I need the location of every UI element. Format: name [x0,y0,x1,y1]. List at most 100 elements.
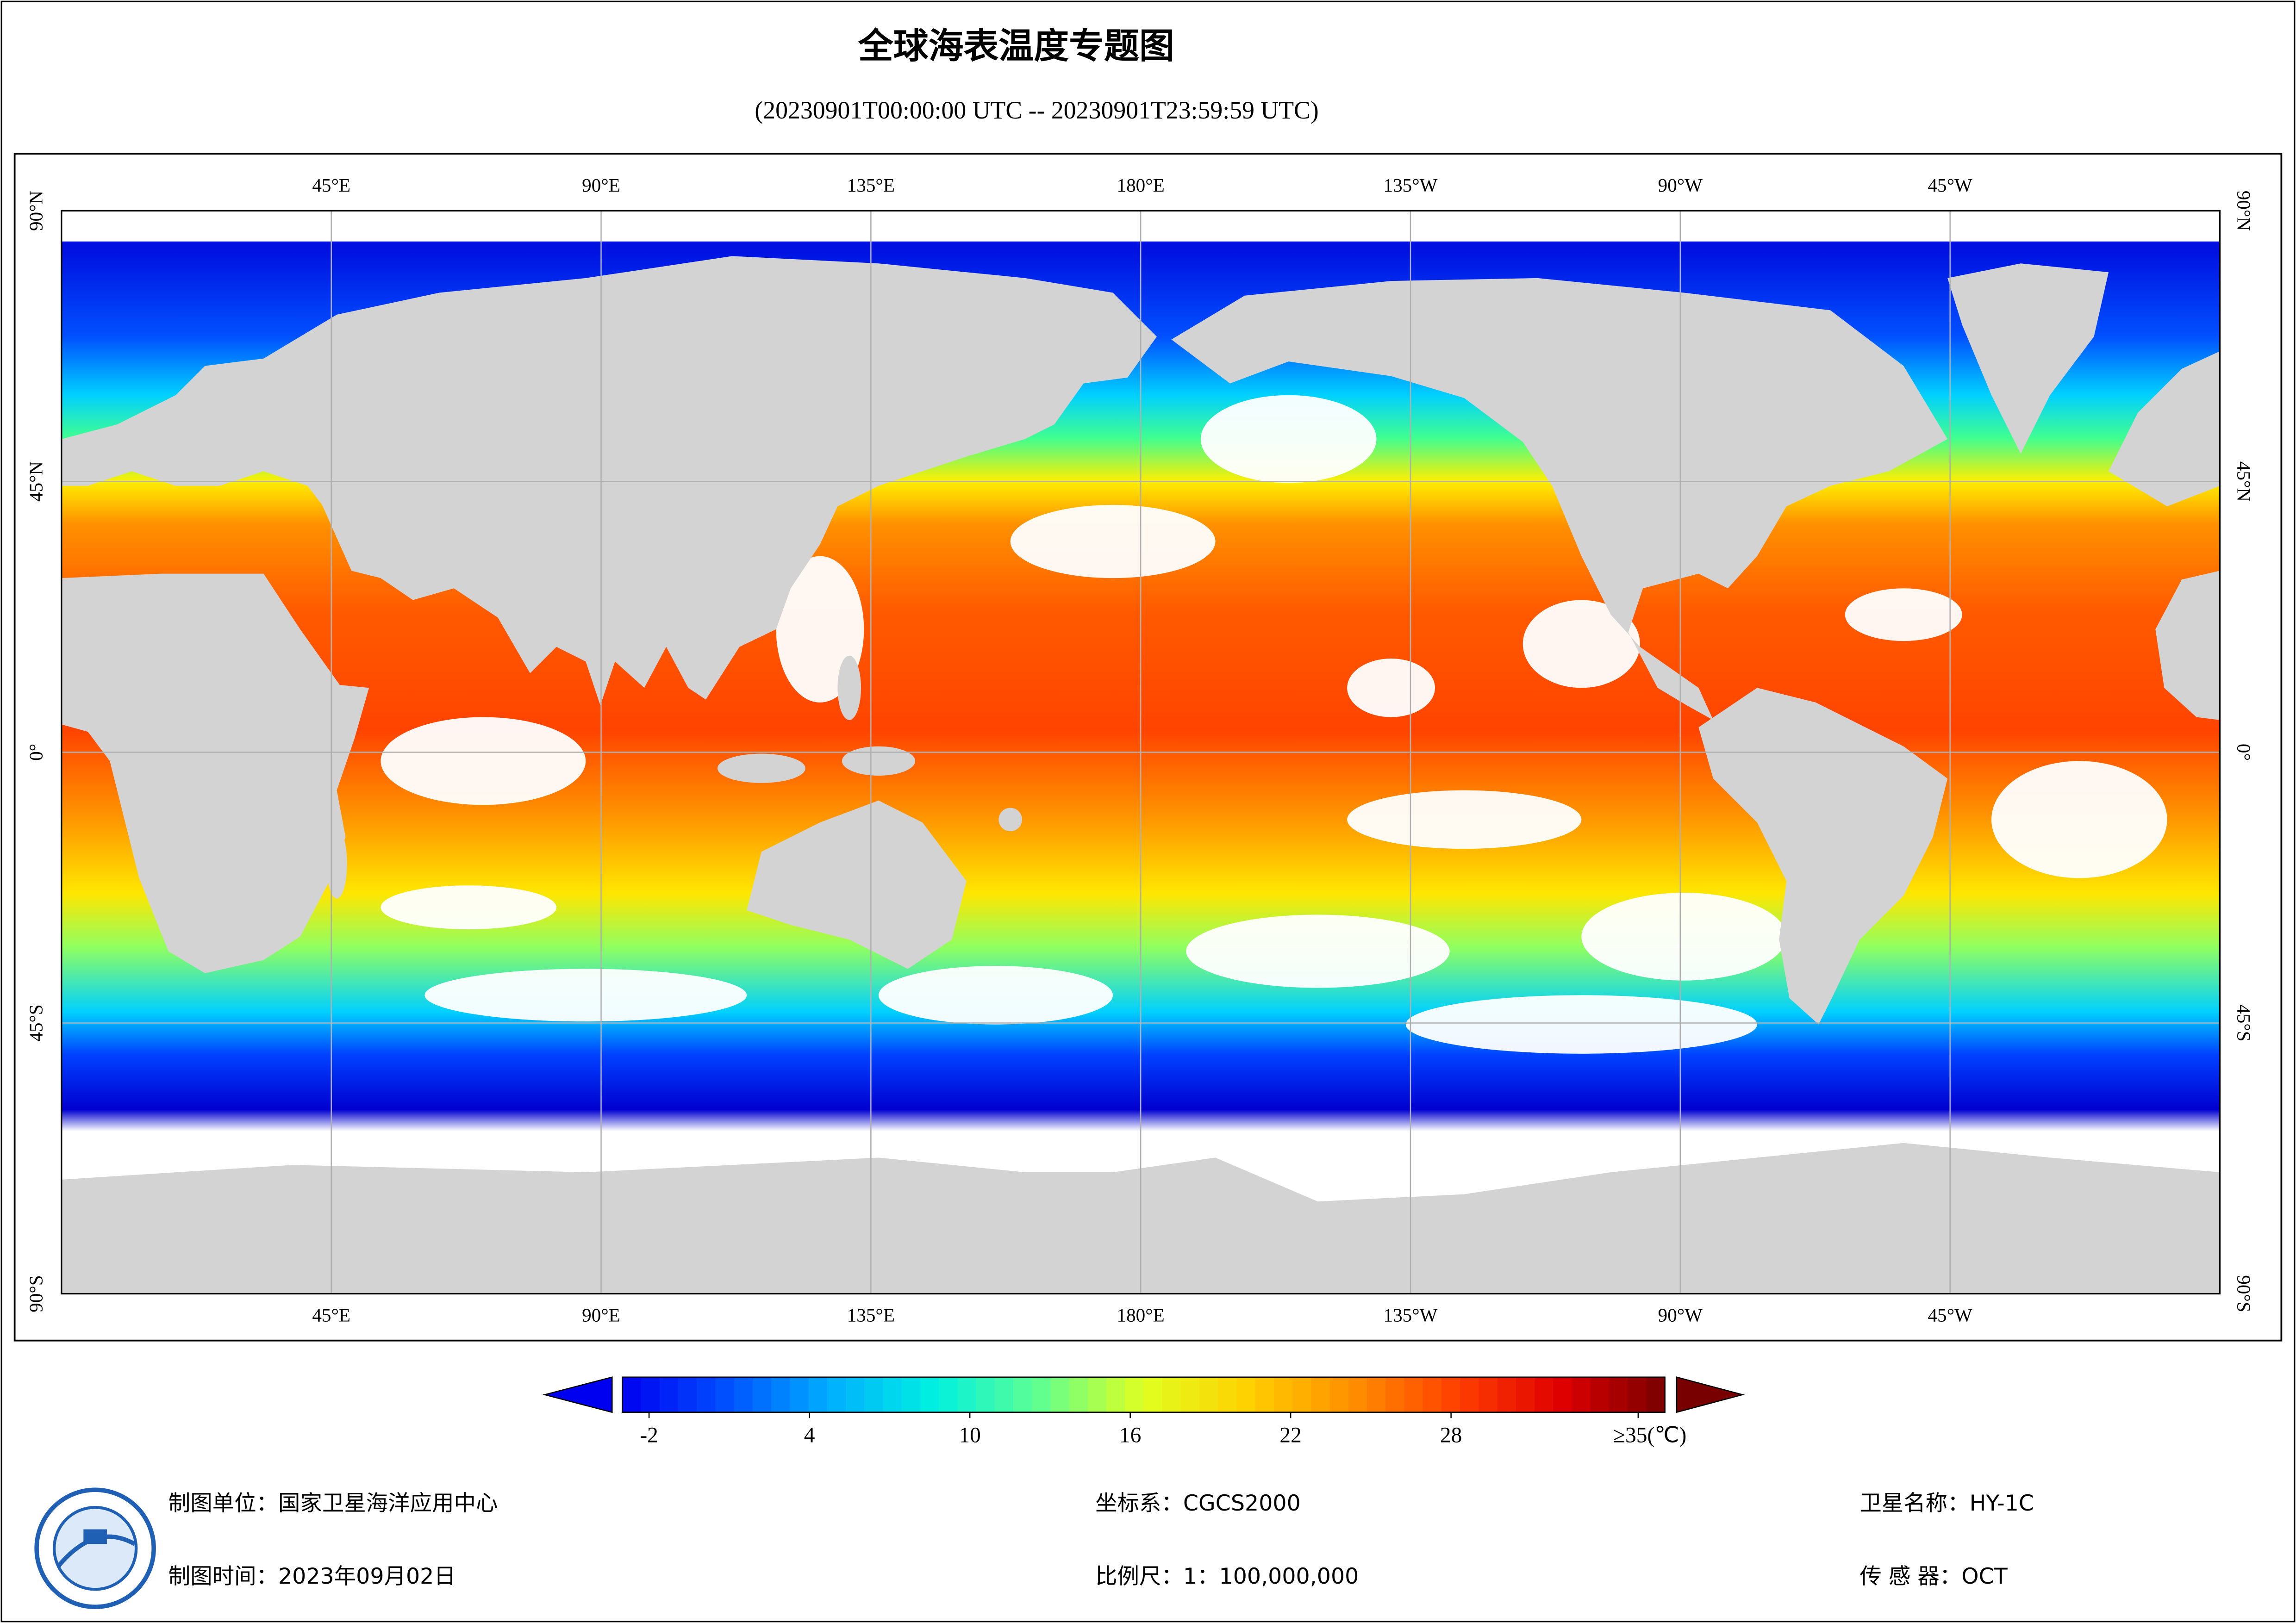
cloud [381,717,586,805]
colorbar-step [1479,1377,1498,1412]
colorbar-step [1628,1377,1647,1412]
map-unit: 制图单位：国家卫星海洋应用中心 [168,1491,498,1516]
colorbar-step [1329,1377,1349,1412]
colorbar-step [1385,1377,1405,1412]
lon-label-top: 90°E [582,174,620,196]
colorbar-step [1125,1377,1144,1412]
colorbar-step [1274,1377,1293,1412]
landmass [1171,278,1948,720]
colorbar-step [1180,1377,1200,1412]
landmass [2155,571,2220,720]
landmass [61,256,1157,706]
cloud [1010,504,1216,578]
landmass [747,800,967,969]
colorbar-step [1255,1377,1274,1412]
sensor: 传 感 器：OCT [1859,1564,2008,1589]
colorbar-step [771,1377,791,1412]
landmass [2109,351,2220,507]
cloud [381,885,557,930]
lon-label-top: 180°E [1117,174,1165,196]
graticule-labels: 45°E 45°E 90°E 90°E 135°E 135°E 180°E 180°E 135°… [25,174,2255,1325]
colorbar-step [1441,1377,1461,1412]
cloud [1845,588,1962,641]
colorbar-label: -2 [640,1423,658,1447]
lon-label-bottom: 90°E [582,1305,620,1326]
cloud [1405,995,1757,1054]
cloud [1522,600,1640,688]
colorbar: -2 4 10 16 22 28 ≥35(℃) [542,1376,1745,1447]
colorbar-step [1106,1377,1126,1412]
colorbar-label: 22 [1279,1423,1301,1447]
colorbar-step [957,1377,977,1412]
cloud [1347,659,1435,717]
colorbar-step [827,1377,846,1412]
colorbar-step [659,1377,679,1412]
colorbar-under [542,1376,613,1413]
colorbar-step [1069,1377,1088,1412]
lat-label-right: 90°S [2234,1275,2255,1312]
colorbar-step [1553,1377,1572,1412]
colorbar-step [678,1377,698,1412]
colorbar-border [622,1376,1666,1413]
colorbar-step [1348,1377,1368,1412]
island [837,655,861,720]
colorbar-step [1572,1377,1591,1412]
lat-label-left: 90°N [25,191,47,231]
lat-label-left: 90°S [25,1275,47,1312]
colorbar-label: 4 [804,1423,815,1447]
colorbar-step [1236,1377,1256,1412]
logo [34,1487,156,1609]
colorbar-step [1162,1377,1181,1412]
colorbar-step [1404,1377,1423,1412]
colorbar-step [790,1377,809,1412]
lon-label-top: 45°W [1928,174,1972,196]
lon-label-top: 45°E [312,174,350,196]
cloud [1200,395,1377,483]
colorbar-step [994,1377,1014,1412]
lat-label-left: 45°S [25,1004,47,1041]
colorbar-step [1143,1377,1163,1412]
colorbar-step [1590,1377,1610,1412]
colorbar-step [697,1377,716,1412]
colorbar-label: 16 [1119,1423,1141,1447]
colorbar-step [1087,1377,1107,1412]
subtitle: (20230901T00:00:00 UTC -- 20230901T23:59… [755,96,1318,124]
colorbar-step [1497,1377,1516,1412]
map-date: 制图时间：2023年09月02日 [168,1564,456,1589]
colorbar-step [864,1377,884,1412]
lon-label-top: 90°W [1658,174,1703,196]
colorbar-step [622,1377,642,1412]
colorbar-step [1311,1377,1330,1412]
map-frame [13,153,2283,1342]
satellite: 卫星名称：HY-1C [1859,1491,2034,1516]
cloud [1347,790,1582,849]
colorbar-step [1199,1377,1219,1412]
colorbar-step [1032,1377,1051,1412]
landmass [1947,263,2109,454]
lat-label-right: 45°N [2234,461,2255,502]
colorbar-step [752,1377,772,1412]
lat-label-right: 0° [2234,744,2255,761]
graticule [61,211,2220,1294]
colorbar-label: 10 [959,1423,980,1447]
cloud [424,969,747,1022]
colorbar-step [1646,1377,1666,1412]
crs: 坐标系：CGCS2000 [1095,1491,1301,1516]
landmass [1698,688,1948,1025]
lon-label-top: 135°E [847,174,895,196]
colorbar-step [1218,1377,1237,1412]
lon-label-bottom: 45°E [312,1305,350,1326]
island [718,753,805,783]
map-border [61,210,2221,1295]
map [61,211,2220,1294]
colorbar-step [808,1377,828,1412]
colorbar-label: 28 [1440,1423,1462,1447]
colorbar-step [1292,1377,1312,1412]
colorbar-step [1367,1377,1386,1412]
lat-label-right: 45°S [2234,1004,2255,1041]
colorbar-step [1516,1377,1535,1412]
colorbar-step [846,1377,865,1412]
lon-label-bottom: 90°W [1658,1305,1703,1326]
